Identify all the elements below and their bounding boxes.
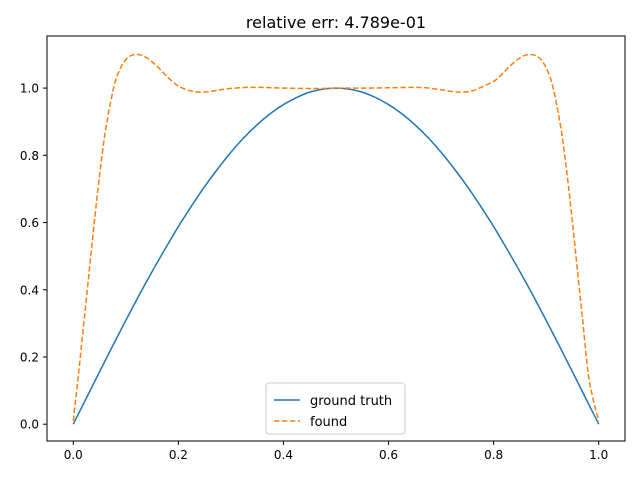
x-tick-label: 0.8: [484, 448, 503, 462]
y-tick-label: 0.8: [20, 149, 39, 163]
plot-area: [72, 53, 600, 425]
x-tick-label: 1.0: [589, 448, 608, 462]
x-axis: 0.0 0.2 0.4 0.6 0.8 1.0: [64, 441, 608, 462]
x-tick-label: 0.2: [169, 448, 188, 462]
legend-label-ground-truth: ground truth: [310, 394, 392, 409]
y-tick-label: 0.0: [20, 418, 39, 432]
y-tick-label: 0.6: [20, 216, 39, 230]
legend-label-found: found: [310, 415, 347, 430]
series-line-found: [72, 53, 600, 422]
y-tick-label: 0.4: [20, 283, 39, 297]
x-tick-label: 0.0: [64, 448, 83, 462]
series-line-ground-truth: [72, 87, 600, 425]
x-tick-label: 0.6: [379, 448, 398, 462]
axes-frame: [46, 35, 626, 442]
x-tick-label: 0.4: [274, 448, 293, 462]
chart-title: relative err: 4.789e-01: [246, 13, 426, 32]
y-tick-label: 0.2: [20, 350, 39, 364]
legend-box: [265, 382, 406, 435]
y-tick-label: 1.0: [20, 82, 39, 96]
legend: ground truth found: [265, 382, 406, 435]
y-axis: 0.0 0.2 0.4 0.6 0.8 1.0: [20, 82, 47, 432]
